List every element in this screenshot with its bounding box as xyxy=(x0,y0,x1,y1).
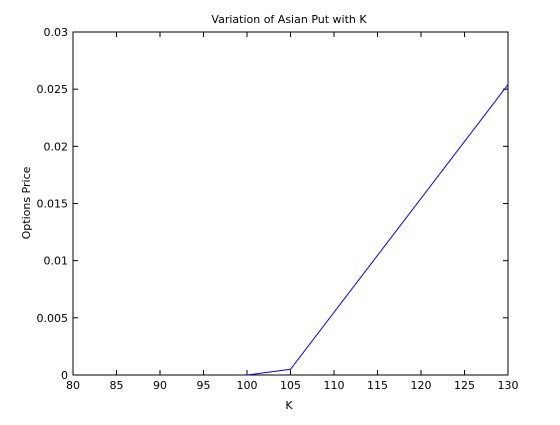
x-tick-label: 95 xyxy=(197,379,211,392)
y-tick-label: 0.015 xyxy=(37,198,69,211)
x-tick-label: 105 xyxy=(280,379,301,392)
y-tick-label: 0.005 xyxy=(37,312,69,325)
x-tick-label: 130 xyxy=(498,379,519,392)
y-axis-label: Options Price xyxy=(20,166,33,239)
x-tick-label: 120 xyxy=(411,379,432,392)
series-layer xyxy=(246,84,509,376)
x-tick-label: 85 xyxy=(110,379,124,392)
plot-area xyxy=(72,31,509,376)
chart-title: Variation of Asian Put with K xyxy=(211,13,367,26)
y-tick-label: 0 xyxy=(61,369,68,382)
y-tick-label: 0.02 xyxy=(44,140,69,153)
x-tick-label: 110 xyxy=(324,379,345,392)
x-tick-label: 125 xyxy=(454,379,475,392)
x-tick-label: 80 xyxy=(66,379,80,392)
y-axis: 0 0.005 0.01 0.015 0.02 0.025 0.03 xyxy=(37,26,508,382)
y-tick-label: 0.025 xyxy=(37,83,69,96)
plot-frame xyxy=(72,31,509,376)
y-tick-label: 0.03 xyxy=(44,26,69,39)
x-tick-label: 100 xyxy=(237,379,258,392)
x-tick-label: 115 xyxy=(367,379,388,392)
x-axis: 80 85 90 95 100 105 110 115 120 125 130 xyxy=(66,32,519,392)
x-tick-label: 90 xyxy=(153,379,167,392)
x-axis-label: K xyxy=(285,399,293,412)
y-tick-label: 0.01 xyxy=(44,255,69,268)
series-line xyxy=(246,84,509,376)
